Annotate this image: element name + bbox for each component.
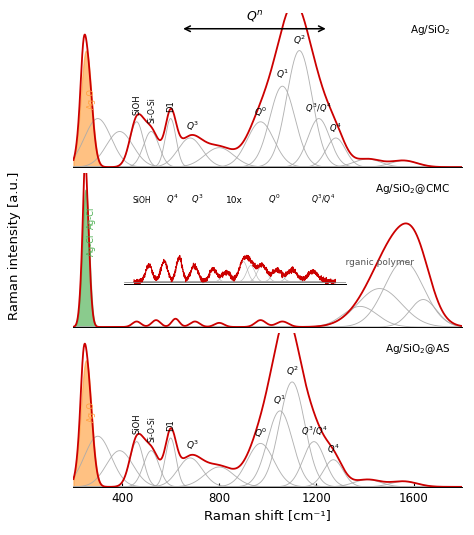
Text: $Q^3$: $Q^3$ <box>186 439 199 453</box>
Text: $Q^0$: $Q^0$ <box>254 426 267 440</box>
Text: Ag/SiO$_2$@AS: Ag/SiO$_2$@AS <box>385 342 450 356</box>
Text: Ag-Cl: Ag-Cl <box>87 206 96 228</box>
Text: organic polymer: organic polymer <box>340 258 414 267</box>
Text: $Q^4$: $Q^4$ <box>329 121 342 135</box>
Text: Ag-Cl: Ag-Cl <box>87 234 96 256</box>
Text: $Q^3$: $Q^3$ <box>186 120 199 133</box>
Text: $Q^1$: $Q^1$ <box>276 68 289 81</box>
Text: SiOH: SiOH <box>133 95 142 116</box>
Text: D1: D1 <box>166 101 175 112</box>
Text: Raman intensity [a.u.]: Raman intensity [a.u.] <box>8 172 21 320</box>
Text: $Q^n$: $Q^n$ <box>246 9 263 24</box>
Text: $Q^2$: $Q^2$ <box>285 365 299 378</box>
Text: Ag/SiO$_2$: Ag/SiO$_2$ <box>410 22 450 36</box>
X-axis label: Raman shift [cm⁻¹]: Raman shift [cm⁻¹] <box>204 509 331 522</box>
Text: Ag/SiO$_2$@CMC: Ag/SiO$_2$@CMC <box>375 182 450 196</box>
Text: Si-O-Si: Si-O-Si <box>148 97 157 124</box>
Text: Ag-O: Ag-O <box>87 88 96 109</box>
Text: D1: D1 <box>166 419 175 431</box>
Text: Si-O-Si: Si-O-Si <box>148 416 157 441</box>
Text: $Q^4$: $Q^4$ <box>327 442 340 456</box>
Text: Ag-O: Ag-O <box>87 401 96 422</box>
Text: $Q^2$: $Q^2$ <box>293 34 306 48</box>
Text: $Q^3/Q^4$: $Q^3/Q^4$ <box>301 425 328 438</box>
Text: $Q^1$: $Q^1$ <box>273 394 287 407</box>
Text: SiOH: SiOH <box>133 414 142 434</box>
Text: $Q^0$: $Q^0$ <box>254 105 267 119</box>
Text: $Q^3/Q^4$: $Q^3/Q^4$ <box>305 102 332 116</box>
